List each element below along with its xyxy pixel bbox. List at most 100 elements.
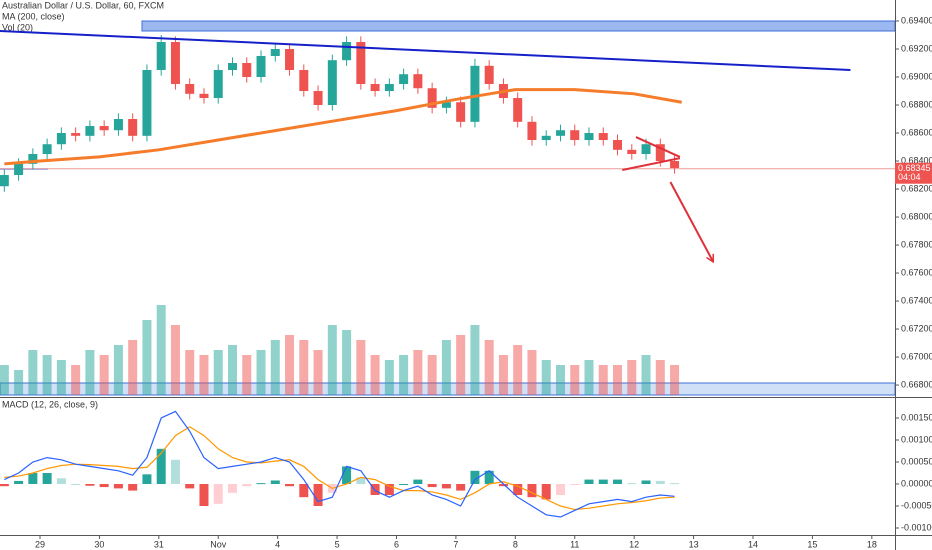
candle-body <box>670 161 680 169</box>
volume-bar <box>484 340 494 395</box>
candle-body <box>384 84 394 92</box>
volume-bar <box>342 330 352 395</box>
histogram-bar <box>85 484 95 486</box>
trend-line <box>635 136 681 158</box>
histogram-bar <box>185 484 195 489</box>
histogram-bar <box>441 484 451 489</box>
histogram-bar <box>384 484 394 496</box>
histogram-bar <box>28 473 38 485</box>
histogram-bar <box>527 484 537 498</box>
candle-body <box>413 74 423 89</box>
y-tick-label: 0.00050 <box>901 456 932 466</box>
symbol-title: Australian Dollar / U.S. Dollar, 60, FXC… <box>2 0 164 10</box>
candle-body <box>313 91 323 106</box>
candle-body <box>113 119 123 131</box>
volume-bar <box>170 325 180 395</box>
candle-body <box>170 42 180 85</box>
candle-body <box>342 42 352 61</box>
macd-line <box>4 410 675 518</box>
x-tick-label: 18 <box>867 539 877 549</box>
volume-bar <box>28 350 38 395</box>
histogram-bar <box>584 479 594 485</box>
zone <box>141 20 896 32</box>
volume-bar <box>185 350 195 395</box>
volume-bar <box>541 360 551 395</box>
candle-body <box>427 88 437 108</box>
candle-body <box>641 144 651 155</box>
arrow-head <box>706 253 714 264</box>
histogram-bar <box>14 480 24 485</box>
volume-bar <box>427 355 437 395</box>
histogram-bar <box>270 480 280 485</box>
histogram-bar <box>370 484 380 496</box>
histogram-bar <box>570 484 580 486</box>
y-tick-label: 0.67800 <box>901 239 932 249</box>
x-tick-label: 30 <box>94 539 104 549</box>
volume-bar <box>498 355 508 395</box>
y-tick-label: 0.68600 <box>901 127 932 137</box>
candle-body <box>85 126 95 136</box>
candle-body <box>327 60 337 106</box>
histogram-bar <box>170 459 180 485</box>
x-tick-label: 29 <box>35 539 45 549</box>
y-tick-label: 0.00000 <box>901 478 932 488</box>
volume-bar <box>85 350 95 395</box>
candle-body <box>613 140 623 150</box>
x-tick-label: Nov <box>210 539 227 549</box>
indicator-label: Vol (20) <box>2 22 33 32</box>
candle-body <box>299 70 309 92</box>
y-tick-label: 0.67200 <box>901 323 932 333</box>
histogram-bar <box>484 470 494 485</box>
candle-body <box>71 133 81 136</box>
histogram-bar <box>199 484 209 507</box>
volume-bar <box>113 345 123 395</box>
volume-bar <box>299 340 309 395</box>
candle-body <box>28 154 38 164</box>
x-tick-label: 14 <box>748 539 758 549</box>
candle-body <box>242 63 252 78</box>
volume-bar <box>156 305 166 395</box>
volume-bar <box>242 355 252 395</box>
histogram-bar <box>598 479 608 485</box>
volume-bar <box>555 365 565 395</box>
histogram-bar <box>256 483 266 485</box>
candle-body <box>555 130 565 136</box>
trend-line <box>622 157 681 171</box>
y-tick-label: 0.66800 <box>901 379 932 389</box>
volume-bar <box>14 370 24 395</box>
histogram-bar <box>313 484 323 507</box>
candle-body <box>598 133 608 141</box>
volume-bar <box>99 355 109 395</box>
candle-body <box>513 98 523 122</box>
x-tick-label: 15 <box>807 539 817 549</box>
y-tick-label: 0.69200 <box>901 43 932 53</box>
candle-body <box>185 84 195 94</box>
volume-bar <box>627 360 637 395</box>
histogram-bar <box>470 470 480 485</box>
volume-bar <box>313 350 323 395</box>
histogram-bar <box>413 479 423 485</box>
volume-bar <box>441 340 451 395</box>
volume-bar <box>128 340 138 395</box>
y-tick-label: -0.00050 <box>901 500 932 510</box>
histogram-bar <box>56 478 66 485</box>
candle-body <box>99 126 109 131</box>
price-label: 0.68345 <box>898 163 931 173</box>
volume-bar <box>71 365 81 395</box>
candle-body <box>14 163 24 176</box>
candle-body <box>441 102 451 108</box>
x-tick-label: 7 <box>453 539 458 549</box>
y-tick-label: 0.68800 <box>901 99 932 109</box>
y-tick-label: 0.67600 <box>901 267 932 277</box>
volume-bar <box>670 365 680 395</box>
volume-bar <box>256 350 266 395</box>
volume-bar <box>370 355 380 395</box>
histogram-bar <box>156 448 166 485</box>
volume-bar <box>199 355 209 395</box>
candle-body <box>199 93 209 99</box>
indicator-label: MACD (12, 26, close, 9) <box>2 399 98 409</box>
y-tick-label: 0.68400 <box>901 155 932 165</box>
volume-bar <box>356 340 366 395</box>
candle-body <box>655 144 665 162</box>
volume-bar <box>584 360 594 395</box>
